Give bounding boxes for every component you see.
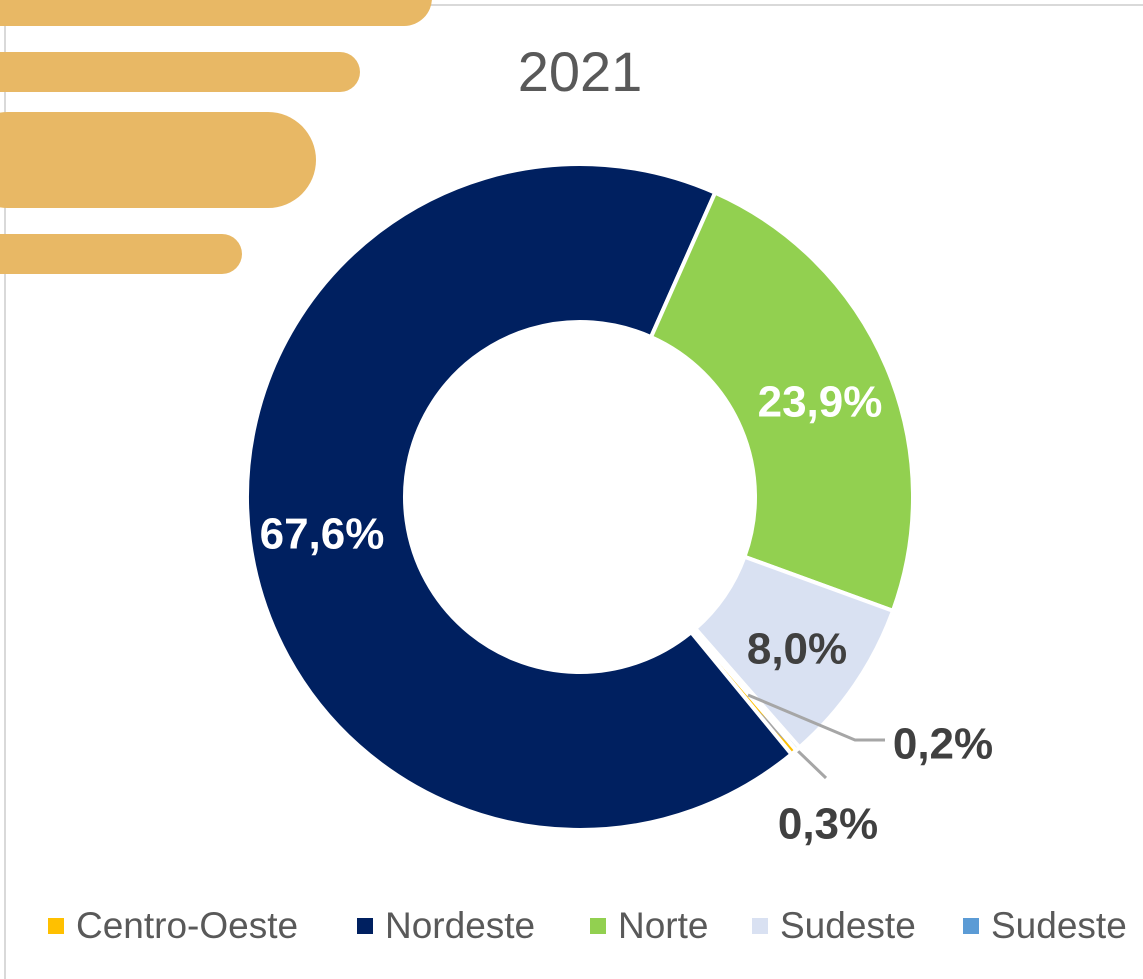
data-label: 67,6% xyxy=(260,510,385,559)
donut-slice xyxy=(690,625,803,754)
donut-slice xyxy=(648,190,915,614)
legend-marker xyxy=(752,918,768,934)
legend-marker xyxy=(48,918,64,934)
legend-label: Norte xyxy=(618,905,708,946)
data-label: 0,3% xyxy=(778,800,878,849)
legend-label: Sudeste xyxy=(780,905,916,946)
legend-label: Nordeste xyxy=(385,905,535,946)
legend-marker xyxy=(590,918,606,934)
legend-label: Centro-Oeste xyxy=(76,905,298,946)
legend-marker xyxy=(963,918,979,934)
legend-label: Sudeste xyxy=(991,905,1127,946)
data-label: 23,9% xyxy=(758,378,883,427)
legend-marker xyxy=(357,918,373,934)
data-label: 0,2% xyxy=(893,720,993,769)
leader-line xyxy=(747,693,885,742)
data-label: 8,0% xyxy=(747,625,847,674)
chart-title: 2021 xyxy=(518,40,643,103)
donut-slice xyxy=(244,162,795,832)
